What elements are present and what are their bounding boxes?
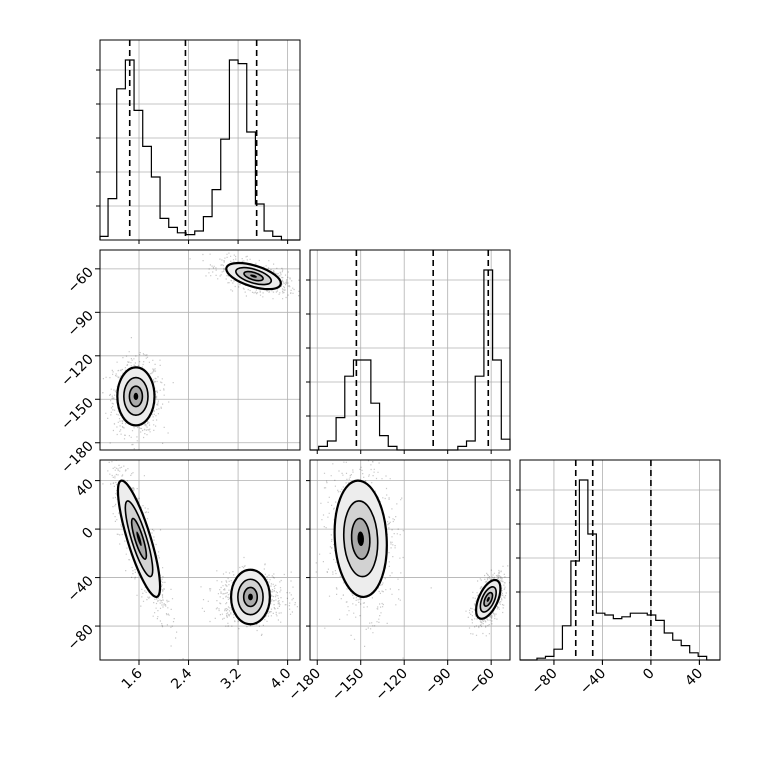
panel-frame-sc-1 [99,459,301,661]
y-tick-label-2-3: 40 [73,476,97,500]
contour-2-0-3 [357,531,364,547]
hist-panel-2 [516,459,721,664]
hist-panel-1 [306,249,511,454]
y-tick-label-2-0: −80 [65,622,97,654]
scatter-panel-2 [309,459,511,661]
panel-frame-hist-1 [309,249,511,451]
panel-frame-sc-2 [309,459,511,661]
panel-frame-sc-0 [99,249,301,451]
y-tick-label-1-4: −60 [65,264,97,296]
contour-1-0-3 [136,531,142,547]
y-tick-label-1-0: −180 [58,438,97,477]
panel-frame-hist-2 [519,459,721,661]
hist-panel-0 [96,39,301,244]
scatter-panel-0 [99,249,301,451]
y-tick-label-1-2: −120 [58,351,97,390]
x-tick-label-0-2: 3.2 [218,666,245,693]
hist-step-1 [310,269,511,451]
x-tick-label-2-3: 40 [682,666,706,690]
x-tick-label-1-2: −120 [373,666,412,705]
scatter-inner-1 [102,460,298,660]
contour-2-1-3 [486,596,490,602]
x-tick-label-1-1: −150 [329,666,368,705]
x-tick-label-0-1: 2.4 [168,665,195,692]
contour-0-0-3 [133,392,139,401]
y-tick-label-2-1: −40 [65,573,97,605]
contour-1-1-3 [248,593,253,601]
y-tick-label-2-2: 0 [79,525,97,543]
x-tick-label-1-0: −180 [286,666,325,705]
x-tick-label-1-3: −90 [422,666,454,698]
x-tick-label-2-0: −80 [529,666,561,698]
y-tick-label-1-1: −150 [58,395,97,434]
x-tick-label-2-1: −40 [577,666,609,698]
scatter-inner-2 [315,460,510,659]
panel-frame-hist-0 [99,39,301,241]
x-tick-label-1-4: −60 [466,666,498,698]
scatter-panel-1 [99,459,301,661]
x-tick-label-0-0: 1.6 [119,665,146,692]
x-tick-label-2-2: 0 [640,666,658,684]
scatter-inner-0 [102,252,300,450]
y-tick-label-1-3: −90 [65,308,97,340]
contour-0-1-3 [250,274,257,278]
hist-step-2 [520,479,720,661]
